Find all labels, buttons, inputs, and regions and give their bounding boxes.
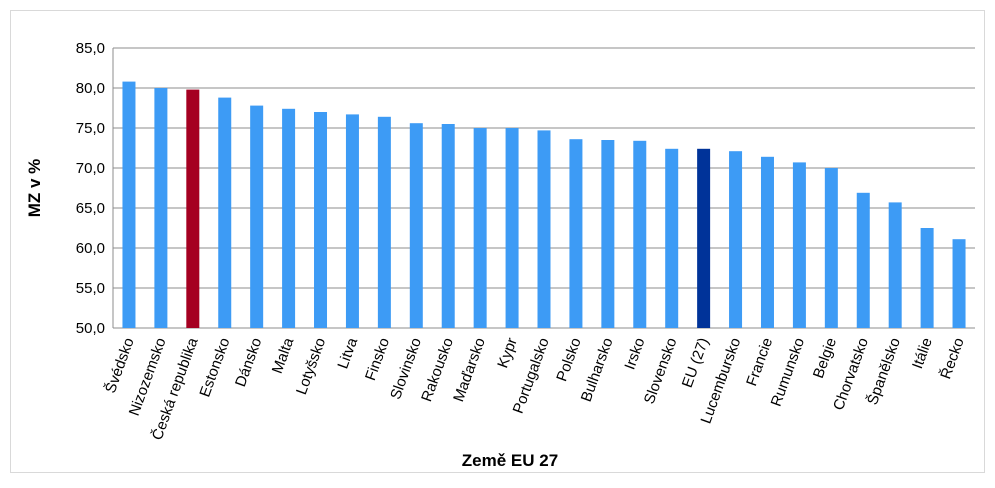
y-tick-label: 50,0	[76, 320, 105, 337]
bar	[409, 123, 423, 328]
bar	[952, 239, 966, 328]
bar	[760, 156, 774, 328]
x-axis-title: Země EU 27	[462, 451, 558, 470]
bar	[888, 202, 902, 328]
y-tick-label: 60,0	[76, 240, 105, 257]
y-tick-label: 85,0	[76, 40, 105, 57]
bar	[856, 192, 870, 328]
y-tick-label: 70,0	[76, 160, 105, 177]
y-tick-label: 65,0	[76, 200, 105, 217]
bar	[186, 89, 200, 328]
bar	[920, 228, 934, 328]
bar	[377, 116, 391, 328]
y-tick-label: 55,0	[76, 280, 105, 297]
bar	[154, 88, 168, 328]
bar	[824, 168, 838, 328]
bar	[250, 105, 264, 328]
bar	[345, 114, 359, 329]
bar	[665, 148, 679, 328]
bar	[633, 140, 647, 328]
bar	[505, 128, 519, 328]
bar	[792, 162, 806, 328]
bar	[537, 130, 551, 328]
bar	[569, 139, 583, 328]
y-axis-title: MZ v %	[25, 159, 44, 218]
bar	[122, 81, 136, 328]
bar	[697, 148, 711, 328]
bar	[729, 151, 743, 328]
bar	[218, 97, 232, 328]
y-tick-label: 80,0	[76, 80, 105, 97]
bar	[314, 112, 328, 328]
bar	[282, 108, 296, 328]
bar	[473, 128, 487, 328]
y-tick-label: 75,0	[76, 120, 105, 137]
bar	[441, 124, 455, 328]
bar	[601, 140, 615, 328]
